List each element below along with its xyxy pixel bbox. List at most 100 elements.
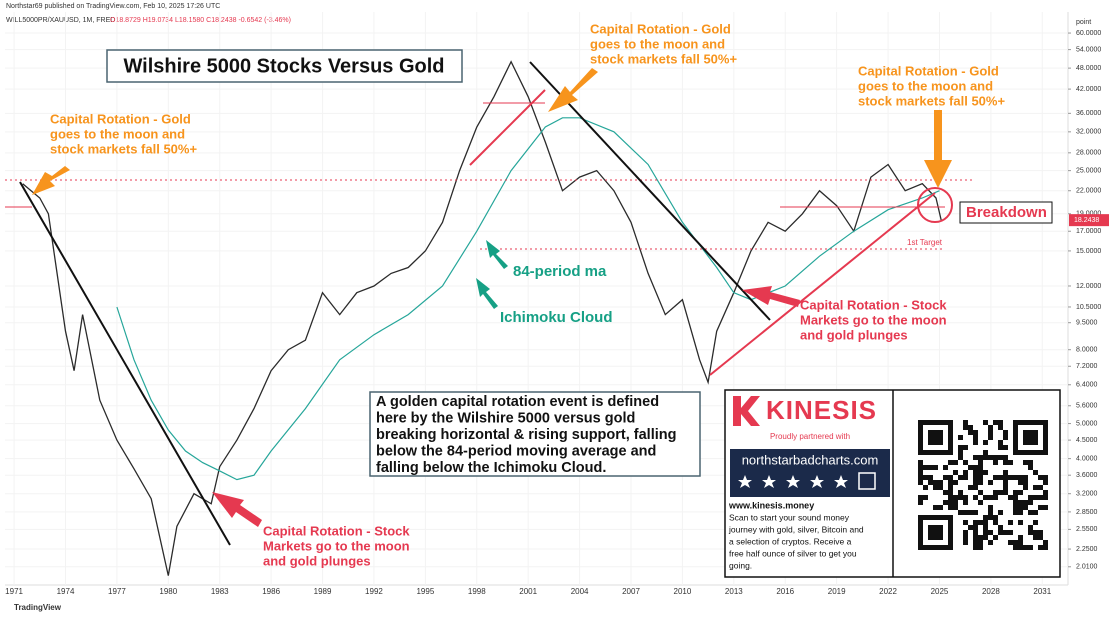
qr-module <box>963 520 968 525</box>
x-tick-label: 1980 <box>159 587 177 596</box>
annotation: and gold plunges <box>263 553 371 568</box>
arrow <box>476 278 498 309</box>
qr-module <box>923 495 928 500</box>
qr-module <box>933 465 938 470</box>
arrow <box>742 286 800 307</box>
qr-module <box>1018 510 1023 515</box>
qr-module <box>968 510 973 515</box>
qr-module <box>973 545 978 550</box>
x-tick-label: 2007 <box>622 587 640 596</box>
qr-module <box>948 490 953 495</box>
footer-brand: TradingView <box>14 603 62 612</box>
y-tick-label: 28.0000 <box>1076 150 1101 157</box>
text-box <box>369 391 701 477</box>
qr-module <box>973 435 978 440</box>
x-tick-label: 2004 <box>571 587 589 596</box>
x-tick-label: 2016 <box>776 587 794 596</box>
y-tick-label: 17.0000 <box>1076 228 1101 235</box>
qr-module <box>1038 545 1043 550</box>
qr-module <box>978 475 983 480</box>
qr-module <box>1028 510 1033 515</box>
y-tick-label: 48.0000 <box>1076 65 1101 72</box>
qr-module <box>1003 455 1008 460</box>
y-tick-label: 10.5000 <box>1076 304 1101 311</box>
qr-module <box>928 465 933 470</box>
qr-module <box>933 505 938 510</box>
qr-module <box>983 420 988 425</box>
qr-module <box>988 530 993 535</box>
qr-module <box>943 475 948 480</box>
arrow <box>924 110 952 188</box>
qr-module <box>1043 505 1048 510</box>
x-tick-label: 1977 <box>108 587 126 596</box>
x-tick-label: 1986 <box>262 587 280 596</box>
series <box>22 60 942 576</box>
x-tick-label: 2013 <box>725 587 743 596</box>
qr-module <box>928 475 933 480</box>
breakdown-circle <box>917 187 953 223</box>
qr-module <box>1003 490 1008 495</box>
qr-module <box>1008 520 1013 525</box>
qr-module <box>978 500 983 505</box>
qr-module <box>1033 470 1038 475</box>
qr-module <box>1023 485 1028 490</box>
trend-line <box>469 89 546 166</box>
ma-label: 84-period ma <box>513 263 607 280</box>
annotation: stock markets fall 50%+ <box>858 93 1005 108</box>
qr-module <box>978 455 983 460</box>
trend-line <box>709 192 936 376</box>
qr-module <box>983 515 988 520</box>
y-tick-label: 3.6000 <box>1076 472 1098 479</box>
qr-module <box>983 470 988 475</box>
qr-module <box>1043 495 1048 500</box>
qr-module <box>983 525 988 530</box>
qr-module <box>958 475 963 480</box>
qr-module <box>968 425 973 430</box>
y-tick-label: 6.4000 <box>1076 382 1098 389</box>
y-tick-label: 12.0000 <box>1076 283 1101 290</box>
y-tick-label: 22.0000 <box>1076 188 1101 195</box>
y-tick-label: 4.0000 <box>1076 455 1098 462</box>
qr-module <box>988 425 993 430</box>
site: northstarbadcharts.com <box>742 452 879 467</box>
qr-module <box>953 470 958 475</box>
x-tick-label: 2031 <box>1033 587 1051 596</box>
y-tick-label: 7.2000 <box>1076 363 1098 370</box>
qr-module <box>1038 530 1043 535</box>
stars <box>738 472 876 490</box>
qr-module <box>1008 540 1013 545</box>
qr-module <box>918 495 923 500</box>
qr-module <box>948 505 953 510</box>
annotation: goes to the moon and <box>590 36 725 51</box>
qr-module <box>968 430 973 435</box>
qr-module <box>1008 495 1013 500</box>
qr-module <box>973 455 978 460</box>
qr-module <box>1013 545 1018 550</box>
qr-module <box>988 510 993 515</box>
qr-module <box>988 505 993 510</box>
y-tick-label: 2.0100 <box>1076 564 1098 571</box>
annotation: Capital Rotation - Stock <box>800 297 947 312</box>
ad-text: free half ounce of silver to get you <box>729 548 857 558</box>
title-box <box>106 49 463 83</box>
qr-module <box>993 515 998 520</box>
qr-module <box>1008 475 1013 480</box>
qr-module <box>998 440 1003 445</box>
qr-module <box>978 520 983 525</box>
qr-module <box>983 440 988 445</box>
qr-module <box>918 470 923 475</box>
qr-module <box>968 525 973 530</box>
qr-module <box>923 465 928 470</box>
qr-module <box>918 460 923 465</box>
qr-module <box>993 490 998 495</box>
qr-module <box>938 505 943 510</box>
qr-module <box>1003 435 1008 440</box>
qr-module <box>963 445 968 450</box>
qr-module <box>953 460 958 465</box>
qr-module <box>1033 520 1038 525</box>
qr-module <box>978 490 983 495</box>
qr-module <box>1003 485 1008 490</box>
ad-url: www.kinesis.money <box>728 500 814 510</box>
qr-module <box>978 540 983 545</box>
